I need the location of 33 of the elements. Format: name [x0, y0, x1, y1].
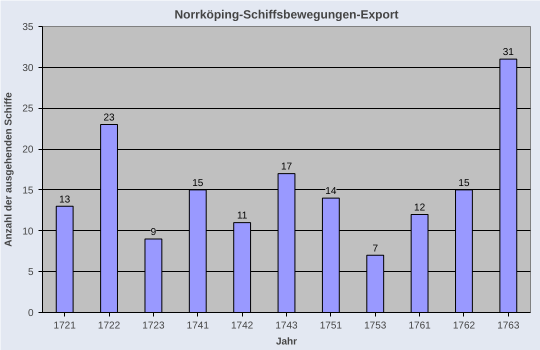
data-label: 12 — [414, 202, 426, 214]
data-label: 23 — [103, 112, 116, 124]
y-tick-label: 20 — [22, 144, 34, 156]
x-tick-label: 1761 — [408, 320, 432, 332]
data-label: 31 — [502, 47, 514, 58]
x-tick-label: 1762 — [452, 320, 476, 332]
y-tick-label: 30 — [22, 62, 34, 74]
x-tick-label: 1742 — [231, 320, 254, 332]
data-label: 11 — [236, 210, 248, 222]
data-label: 15 — [458, 178, 470, 189]
x-tick-label: 1721 — [54, 320, 76, 332]
data-label: 14 — [325, 186, 337, 198]
x-tick-label: 1751 — [320, 320, 342, 332]
data-label: 15 — [192, 178, 204, 189]
y-tick-label: 0 — [28, 308, 34, 319]
x-axis-title: Jahr — [276, 336, 298, 348]
x-tick-label: 1741 — [186, 320, 210, 332]
y-tick-label: 25 — [22, 104, 34, 115]
data-label: 17 — [280, 162, 292, 173]
x-tick-label: 1753 — [364, 320, 387, 332]
x-tick-label: 1723 — [142, 320, 165, 332]
data-label: 13 — [59, 194, 71, 206]
data-label: 9 — [150, 226, 157, 238]
x-tick-label: 1722 — [98, 320, 121, 332]
x-tick-label: 1743 — [275, 320, 298, 332]
y-axis-title: Anzahl der ausgehenden Schiffe — [3, 92, 14, 247]
y-tick-label: 10 — [22, 226, 34, 238]
y-tick-label: 35 — [22, 22, 34, 33]
y-tick-label: 15 — [22, 185, 34, 196]
data-label: 7 — [372, 243, 378, 254]
y-tick-label: 5 — [28, 267, 34, 278]
x-tick-label: 1763 — [497, 320, 520, 332]
chart-title: Norrköping-Schiffsbewegungen-Export — [174, 8, 399, 22]
